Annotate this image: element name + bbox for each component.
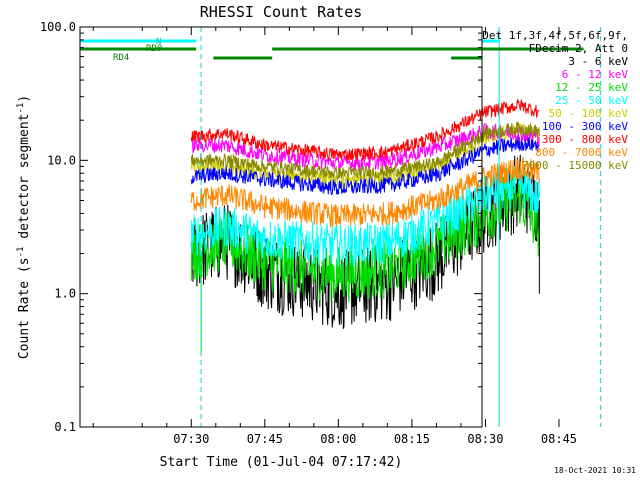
x-tick-label: 08:00 [320, 432, 356, 446]
series-line-6 [190, 99, 540, 161]
axis-layer: 07:30 07:45 08:00 08:15 08:30 08:45 0.1 1.0 10.0… [40, 20, 577, 446]
y-tick-label: 10.0 [47, 153, 76, 167]
y-tick-label: 100.0 [40, 20, 76, 34]
legend-entry: 100 - 300 keV [542, 120, 628, 133]
annotation-label-rd4: RD4 [113, 53, 129, 63]
series-line-2 [190, 174, 540, 303]
x-tick-label: 08:45 [541, 432, 577, 446]
x-axis-label: Start Time (01-Jul-04 07:17:42) [160, 455, 403, 470]
series-line-7 [190, 156, 540, 228]
chart-title: RHESSI Count Rates [200, 3, 363, 21]
legend-entry: 12 - 25 keV [555, 81, 628, 94]
annotation-label-n: N [156, 37, 161, 47]
y-tick-label: 1.0 [54, 287, 76, 301]
legend-entry: 7000 - 15000 keV [522, 159, 628, 172]
legend: Det 1f,3f,4f,5f,6f,9f, FDecim 2, Att 0 3… [482, 29, 628, 172]
series-layer [190, 99, 540, 355]
y-label-part-2: detector segment [17, 114, 32, 247]
legend-header-line-2: FDecim 2, Att 0 [529, 42, 628, 55]
legend-entry: 50 - 100 keV [549, 107, 629, 120]
x-tick-label: 07:45 [247, 432, 283, 446]
legend-entry: 3 - 6 keV [568, 55, 628, 68]
legend-entry: 800 - 7000 keV [535, 146, 628, 159]
annotation-label-rd0: RD0 [146, 44, 162, 54]
legend-header-line-1: Det 1f,3f,4f,5f,6f,9f, [482, 29, 628, 42]
legend-entry: 300 - 800 keV [542, 133, 628, 146]
x-tick-label: 07:30 [173, 432, 209, 446]
y-label-part-3: ) [17, 95, 32, 103]
series-line-5 [190, 136, 540, 196]
x-tick-label: 08:30 [467, 432, 503, 446]
footer-timestamp: 18-Oct-2021 10:31 [554, 466, 636, 475]
legend-entry: 6 - 12 keV [562, 68, 629, 81]
y-label-superscript-1: -1 [16, 247, 26, 258]
legend-entry: 25 - 50 keV [555, 94, 628, 107]
series-line-8 [190, 121, 540, 181]
x-tick-label: 08:15 [394, 432, 430, 446]
y-label-superscript-2: -1 [16, 103, 26, 114]
y-tick-label: 0.1 [54, 420, 76, 434]
y-label-part-1: Count Rate (s [17, 257, 32, 359]
y-axis-label: Count Rate (s-1 detector segment-1) [16, 95, 32, 359]
series-line-3 [190, 164, 540, 267]
plot-frame [79, 26, 483, 428]
